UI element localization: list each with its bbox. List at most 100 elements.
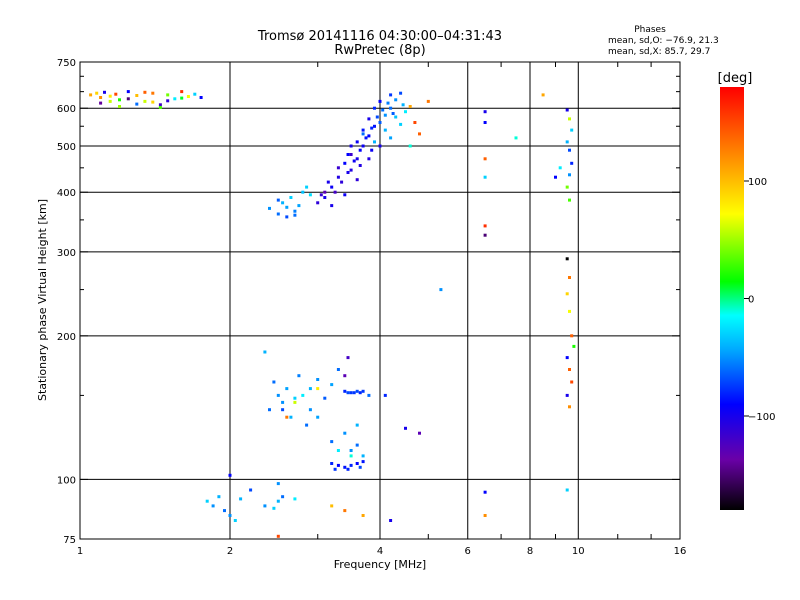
data-point	[541, 93, 545, 97]
data-point	[483, 233, 487, 237]
data-point	[343, 161, 347, 165]
x-tick-label: 8	[527, 546, 533, 557]
data-point	[355, 462, 359, 465]
data-point	[346, 391, 350, 395]
data-point	[408, 144, 412, 148]
data-point	[565, 108, 569, 112]
data-point	[399, 91, 403, 95]
data-point	[301, 190, 305, 194]
data-point	[297, 204, 301, 208]
x-axis-label: Frequency [MHz]	[334, 558, 426, 571]
colorbar-title: [deg]	[718, 71, 753, 86]
data-point	[418, 431, 421, 435]
data-point	[361, 128, 365, 132]
x-tick-label: 4	[377, 546, 383, 557]
data-point	[439, 288, 443, 292]
data-point	[358, 164, 362, 167]
data-point	[276, 212, 280, 216]
data-point	[404, 110, 407, 114]
data-point	[568, 117, 571, 121]
data-point	[281, 400, 285, 404]
data-point	[95, 91, 99, 95]
data-point	[158, 103, 162, 107]
data-point	[151, 91, 155, 95]
data-point	[330, 383, 334, 387]
data-point	[364, 136, 368, 140]
data-point	[316, 387, 320, 391]
data-point	[340, 180, 344, 184]
data-point	[108, 99, 112, 103]
data-point	[426, 99, 430, 103]
data-point	[355, 157, 359, 161]
data-point	[565, 185, 569, 189]
data-point	[276, 482, 280, 486]
y-axis-ticks: 75 100 200 300 400 500 600 750	[57, 58, 680, 546]
data-point	[239, 497, 243, 501]
legend-line-x: mean, sd,X: 85.7, 29.7	[608, 47, 710, 57]
data-point	[391, 112, 395, 115]
data-point	[355, 389, 359, 393]
data-point	[383, 393, 387, 397]
data-point	[565, 140, 569, 144]
data-point	[118, 105, 121, 108]
data-point	[370, 148, 374, 152]
x-tick-label: 2	[227, 546, 233, 557]
data-point	[108, 94, 112, 98]
data-point	[323, 190, 327, 194]
data-point	[367, 134, 371, 138]
data-point	[336, 368, 340, 371]
data-point	[308, 387, 312, 391]
data-point	[361, 389, 365, 393]
data-point	[375, 115, 379, 119]
data-point	[272, 506, 276, 510]
data-point	[352, 159, 356, 163]
data-point	[316, 201, 320, 205]
data-point	[565, 356, 569, 360]
colorbar-tick-label: 100	[748, 177, 767, 188]
data-point	[205, 499, 209, 503]
data-point	[349, 391, 353, 395]
x-tick-label: 6	[465, 546, 471, 557]
y-tick-label: 600	[57, 104, 76, 115]
data-point	[394, 115, 398, 119]
data-point	[281, 408, 285, 412]
data-point	[554, 175, 557, 179]
data-point	[126, 90, 130, 94]
data-point	[289, 415, 293, 419]
data-point	[343, 193, 347, 197]
data-point	[349, 449, 353, 452]
data-point	[568, 198, 571, 202]
data-point	[143, 99, 147, 103]
data-point	[281, 495, 285, 499]
data-point	[349, 168, 353, 172]
data-point	[268, 408, 271, 412]
data-point	[89, 93, 93, 97]
data-point	[211, 504, 215, 508]
data-point	[349, 153, 353, 156]
data-point	[316, 378, 320, 381]
x-axis-ticks: 1 2 4 6 8 10 16	[77, 62, 686, 557]
x-tick-label: 1	[77, 546, 83, 557]
data-point	[343, 509, 347, 513]
data-point	[352, 391, 356, 395]
chart-subtitle: RwPretec (8p)	[334, 43, 425, 58]
y-tick-label: 400	[57, 188, 76, 199]
data-point	[367, 157, 371, 161]
chart-title: Tromsø 20141116 04:30:00–04:31:43	[257, 29, 502, 44]
data-point	[343, 374, 347, 378]
data-point	[333, 467, 337, 471]
data-point	[233, 519, 237, 522]
plot-frame	[79, 61, 681, 540]
data-point	[343, 389, 347, 393]
data-point	[301, 393, 305, 397]
data-point	[389, 519, 393, 522]
data-point	[358, 148, 362, 152]
data-point	[330, 185, 334, 189]
colorbar-ticks: 100 0 −100	[744, 177, 775, 423]
data-point	[346, 153, 350, 156]
data-point	[293, 497, 297, 501]
data-point	[346, 171, 350, 174]
data-point	[285, 205, 289, 209]
data-point	[565, 292, 569, 296]
data-point	[346, 467, 350, 471]
